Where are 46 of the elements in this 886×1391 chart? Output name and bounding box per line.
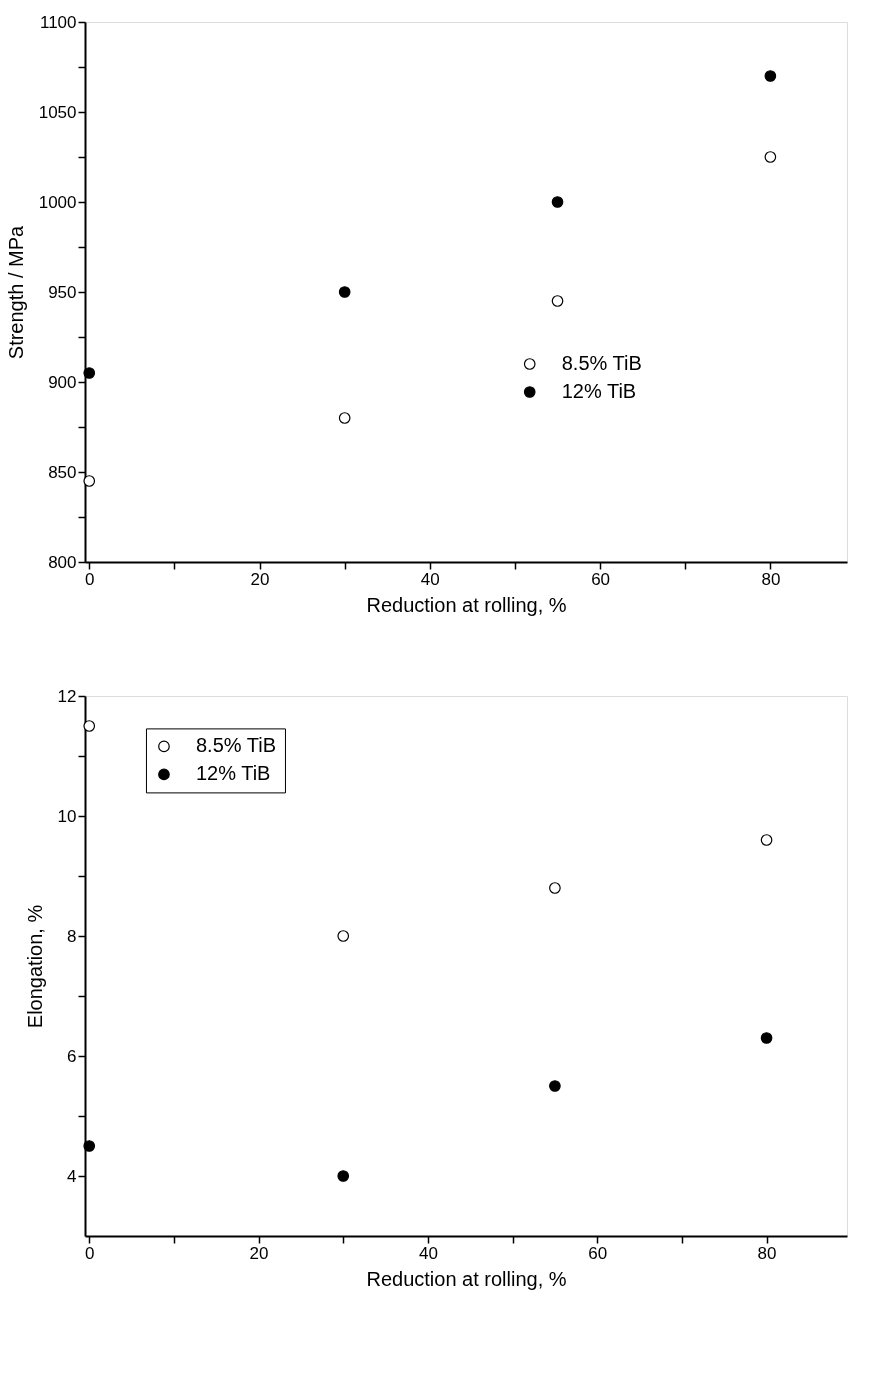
y-tick-label: 4 — [67, 1166, 77, 1186]
point — [83, 720, 96, 732]
legend-label: 8.5% TiB — [561, 352, 642, 374]
legend-label: 12% TiB — [195, 762, 271, 785]
x-tick-label: 40 — [420, 569, 440, 589]
y-tick-label: 1000 — [38, 192, 77, 212]
point — [83, 475, 96, 487]
point — [338, 412, 351, 424]
y-tick-label: 12 — [57, 686, 77, 706]
y-axis-title: Elongation, % — [23, 904, 46, 1029]
point — [83, 367, 96, 379]
point — [764, 151, 777, 163]
x-tick-label: 80 — [757, 1243, 777, 1263]
point — [337, 1170, 350, 1182]
y-tick-label: 900 — [48, 372, 77, 392]
point — [83, 1140, 96, 1152]
point — [338, 286, 351, 298]
y-axis-title: Strength / MPa — [4, 224, 27, 360]
point — [760, 1032, 773, 1044]
legend-label: 12% TiB — [561, 380, 637, 402]
point — [549, 1080, 561, 1092]
x-axis-title: Reduction at rolling, % — [366, 1267, 567, 1290]
point — [337, 930, 350, 942]
y-tick-label: 1100 — [39, 12, 77, 32]
legend-label: 8.5% TiB — [195, 734, 277, 757]
point — [549, 882, 561, 894]
y-tick-label: 6 — [67, 1046, 77, 1066]
y-tick-label: 850 — [48, 462, 77, 482]
x-tick-label: 20 — [249, 1243, 269, 1263]
x-tick-label: 40 — [418, 1243, 438, 1263]
x-tick-label: 20 — [250, 569, 270, 589]
y-tick-label: 800 — [48, 552, 77, 572]
y-tick-label: 950 — [48, 282, 77, 302]
y-tick-label: 1050 — [38, 102, 77, 122]
point — [760, 834, 773, 846]
point — [764, 70, 777, 82]
x-tick-label: 0 — [85, 569, 95, 589]
x-tick-label: 0 — [85, 1243, 95, 1263]
y-tick-label: 8 — [67, 926, 77, 946]
point — [551, 295, 564, 307]
x-tick-label: 60 — [588, 1243, 608, 1263]
point — [551, 196, 564, 208]
x-axis-title: Reduction at rolling, % — [366, 593, 567, 616]
x-tick-label: 80 — [761, 569, 781, 589]
x-tick-label: 60 — [591, 569, 611, 589]
y-tick-label: 10 — [57, 806, 77, 826]
